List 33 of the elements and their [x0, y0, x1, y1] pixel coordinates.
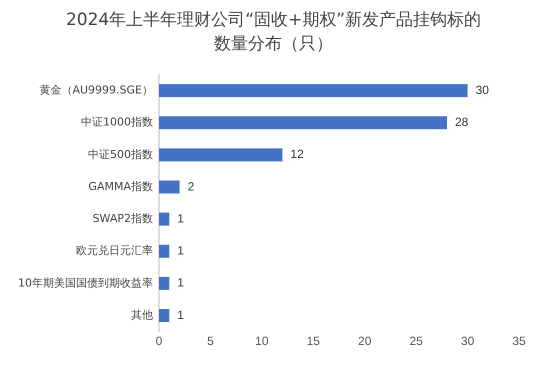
y-tick-label: SWAP2指数	[92, 212, 153, 226]
y-tick-label: 中证500指数	[88, 148, 153, 161]
data-label: 12	[290, 147, 304, 162]
bar	[158, 148, 282, 162]
data-label: 2	[188, 179, 195, 194]
bar	[158, 276, 170, 290]
bar	[158, 212, 170, 226]
x-tick-label: 10	[255, 334, 269, 348]
data-label: 30	[476, 82, 490, 97]
data-label: 28	[455, 115, 469, 130]
y-tick-label: 10年期美国国债到期收益率	[18, 276, 153, 290]
x-tick-label: 15	[306, 334, 320, 348]
bar	[158, 244, 170, 258]
y-tick-label: 其他	[130, 308, 153, 322]
x-tick-label: 5	[207, 334, 214, 348]
bar	[158, 180, 180, 194]
x-tick-label: 35	[512, 334, 526, 348]
y-tick-label: GAMMA指数	[88, 180, 153, 193]
data-label: 1	[177, 308, 184, 322]
data-label: 1	[177, 276, 184, 290]
x-tick-label: 0	[156, 334, 163, 348]
x-tick-label: 30	[460, 334, 475, 348]
x-tick-label: 20	[358, 334, 372, 348]
bar	[158, 84, 468, 98]
bar	[158, 116, 447, 130]
y-tick-label: 中证1000指数	[80, 116, 153, 129]
y-tick-label: 黄金（AU9999.SGE）	[39, 84, 153, 97]
y-tick-label: 欧元兑日元汇率	[76, 244, 153, 258]
data-label: 1	[177, 244, 184, 258]
data-label: 1	[177, 211, 184, 226]
x-tick-label: 25	[409, 334, 424, 348]
chart-title: 2024年上半年理财公司“固收+期权”新发产品挂钩标的数量分布（只）	[64, 9, 482, 56]
bar	[158, 309, 170, 322]
